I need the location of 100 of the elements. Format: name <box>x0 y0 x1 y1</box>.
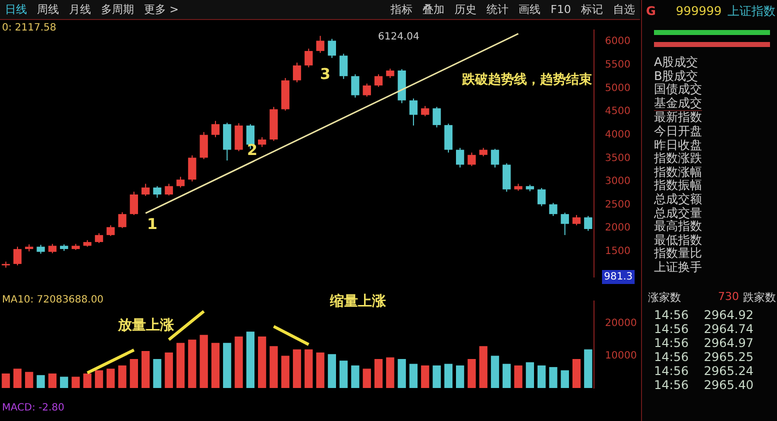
text: 14:56 2965.25 <box>654 350 754 364</box>
text: 最新指数 <box>654 110 702 125</box>
bar <box>386 357 394 388</box>
bar <box>188 340 196 388</box>
annotation: 1 <box>147 214 158 233</box>
candlestick <box>258 136 266 148</box>
candlestick <box>421 105 430 117</box>
bar <box>374 359 383 388</box>
annotation: 缩量上涨 <box>329 292 387 310</box>
bar <box>13 368 22 388</box>
y-tick-label: 4000 <box>605 129 630 140</box>
text: 更多 > <box>143 2 180 17</box>
candlestick <box>340 53 348 80</box>
y-tick-label: 5000 <box>605 82 630 94</box>
candlestick <box>549 202 558 216</box>
bar <box>258 336 266 388</box>
bar <box>83 374 92 388</box>
text: 标记 <box>580 2 604 17</box>
text: 画线 <box>518 2 542 17</box>
text: MACD: -2.80 <box>2 402 64 414</box>
text: 自选 <box>612 2 636 17</box>
bar <box>409 364 418 388</box>
bar <box>25 372 34 388</box>
text: 730 <box>718 290 739 305</box>
candlestick <box>362 83 371 98</box>
candlestick <box>374 74 383 88</box>
bar <box>502 364 511 388</box>
text: 国债成交 <box>654 82 702 97</box>
candlestick <box>164 183 173 196</box>
text: 指数量比 <box>654 246 702 261</box>
text: 上证指数 <box>728 2 776 20</box>
y-tick-label: 1500 <box>605 246 630 257</box>
bar <box>526 362 534 388</box>
text: G <box>646 4 656 18</box>
bar <box>444 364 452 388</box>
annotation: 2 <box>247 140 258 159</box>
candlestick <box>351 74 360 98</box>
bar <box>142 350 150 388</box>
text: 日线 <box>4 2 28 17</box>
y-tick-label: 2000 <box>605 222 630 234</box>
annotation: 3 <box>320 64 330 83</box>
text: 统计 <box>486 2 510 17</box>
annotation: 0: 2117.58 <box>2 22 56 34</box>
text: 历史 <box>454 2 478 17</box>
bar <box>48 374 56 388</box>
bar <box>211 342 220 388</box>
text: 14:56 2965.24 <box>654 364 754 378</box>
bar <box>584 349 592 388</box>
text: 上证换手 <box>654 260 702 274</box>
candlestick <box>409 98 418 126</box>
text: 基金成交 <box>654 96 702 110</box>
candlestick <box>142 183 150 196</box>
bar <box>468 359 476 388</box>
bar <box>106 368 115 388</box>
bar <box>176 342 185 388</box>
candlestick <box>490 148 500 168</box>
bar <box>456 365 464 388</box>
text: F10 <box>550 3 572 16</box>
candlestick <box>560 212 569 236</box>
candlestick <box>292 62 302 83</box>
candlestick <box>13 246 22 266</box>
bar <box>549 367 558 388</box>
bar <box>164 352 173 388</box>
text: 涨家数 <box>648 290 681 305</box>
candlestick <box>211 120 220 138</box>
candlestick <box>188 154 196 182</box>
bar <box>234 336 243 388</box>
annotation: 放量上涨 <box>117 318 175 334</box>
bar <box>362 368 371 388</box>
bar <box>2 374 10 388</box>
annotation: 跌破趋势线，趋势结束 <box>461 71 592 88</box>
text: 14:56 2964.92 <box>654 308 754 322</box>
text: 昨日收盘 <box>654 138 702 152</box>
candlestick <box>153 186 162 198</box>
bar <box>270 346 278 388</box>
bar <box>304 349 313 388</box>
text: 999999 <box>676 4 722 18</box>
bar <box>514 365 522 388</box>
text: 周线 <box>36 2 60 17</box>
y-tick-label: 2500 <box>605 199 630 210</box>
bar <box>153 359 162 388</box>
text: 指数涨幅 <box>654 164 702 179</box>
bar <box>118 365 126 388</box>
bar <box>432 365 441 388</box>
candlestick <box>386 68 394 78</box>
candlestick <box>584 215 592 232</box>
bar <box>560 370 569 388</box>
bar <box>281 356 290 388</box>
text: 14:56 2965.40 <box>654 378 754 392</box>
bar <box>490 356 500 388</box>
bar <box>328 354 336 388</box>
bar <box>200 334 208 388</box>
bar <box>130 359 138 388</box>
text: 14:56 2964.74 <box>654 322 754 336</box>
bar <box>36 375 45 388</box>
candlestick <box>130 191 138 216</box>
bar <box>60 376 68 388</box>
candlestick <box>432 106 441 128</box>
bar <box>316 352 324 388</box>
y-tick-label: 5500 <box>605 60 630 71</box>
